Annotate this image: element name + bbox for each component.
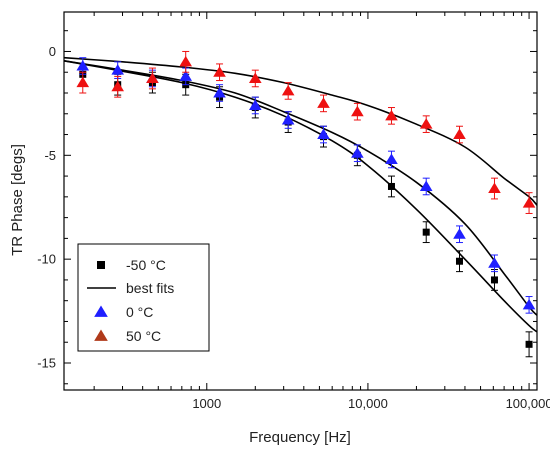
legend-label: 50 °C: [126, 328, 161, 344]
series-2-point: [317, 128, 330, 140]
series-2-point: [213, 87, 226, 98]
series-2-point: [111, 64, 124, 75]
plot-area-frame: [63, 11, 538, 391]
series-3-point: [488, 182, 501, 194]
series-2-point: [522, 298, 536, 310]
x-tick-label: 10,000: [348, 396, 388, 411]
series-3-point: [351, 105, 364, 117]
y-axis-title: TR Phase [degs]: [9, 144, 26, 256]
series-2-point: [385, 153, 398, 164]
legend-marker-square: [97, 261, 105, 269]
series-1-point: [455, 257, 463, 265]
series-2-point: [488, 257, 501, 268]
series-2-point: [281, 114, 295, 125]
series-2-point: [248, 99, 262, 110]
series-3-point: [213, 66, 226, 77]
series-1-point: [525, 340, 533, 348]
series-3-point: [146, 72, 159, 83]
series-3-point: [453, 128, 466, 140]
x-axis-title: Frequency [Hz]: [249, 429, 351, 446]
x-tick-label: 1000: [192, 396, 221, 411]
x-tick-label: 100,000: [506, 396, 550, 411]
legend-label: best fits: [126, 280, 174, 296]
series-2-point: [179, 70, 193, 81]
data-points: [76, 50, 536, 358]
series-2-point: [419, 180, 433, 191]
y-tick-label: -15: [37, 356, 56, 371]
series-2-point: [453, 228, 466, 239]
legend-label: 0 °C: [126, 304, 153, 320]
series-3-point: [385, 109, 398, 121]
legend-marker-triangle: [94, 305, 108, 317]
series-1-point: [422, 228, 430, 236]
fit-line-2: [63, 60, 538, 316]
fit-line-3: [63, 56, 538, 206]
y-tick-label: -5: [44, 148, 56, 163]
series-3-point: [419, 118, 433, 129]
axis-ticks: 1000 10,000 100,000 0 -5 -10 -15: [37, 12, 550, 411]
series-2-point: [351, 147, 364, 158]
series-2-point: [76, 60, 90, 71]
legend: -50 °C best fits 0 °C 50 °C: [77, 243, 210, 352]
series-3-point: [76, 76, 90, 88]
series-3-point: [317, 97, 330, 108]
series-3-point: [248, 72, 262, 83]
legend-label: -50 °C: [126, 257, 166, 273]
series-1-point: [387, 182, 395, 190]
y-tick-label: -10: [37, 252, 56, 267]
y-tick-label: 0: [49, 44, 56, 59]
series-3-point: [522, 197, 536, 208]
legend-marker-triangle: [94, 329, 108, 341]
series-3-point: [281, 84, 295, 96]
series-3-point: [179, 55, 193, 67]
series-1-point: [490, 276, 498, 284]
series-3-point: [111, 80, 124, 92]
